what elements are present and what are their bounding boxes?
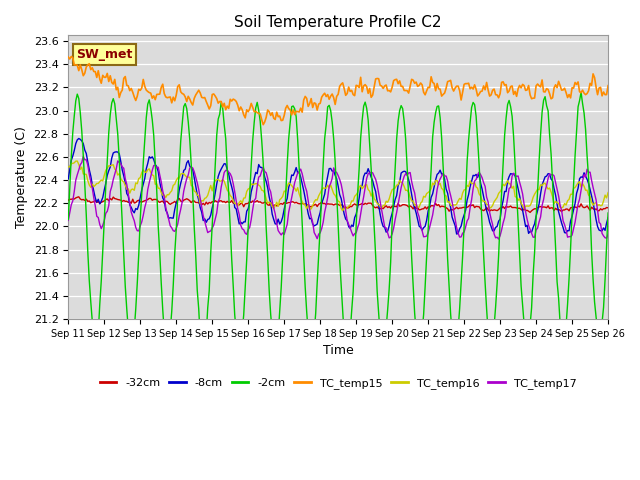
Legend: -32cm, -8cm, -2cm, TC_temp15, TC_temp16, TC_temp17: -32cm, -8cm, -2cm, TC_temp15, TC_temp16,… (95, 373, 581, 393)
Y-axis label: Temperature (C): Temperature (C) (15, 126, 28, 228)
Text: SW_met: SW_met (76, 48, 132, 61)
Title: Soil Temperature Profile C2: Soil Temperature Profile C2 (234, 15, 442, 30)
X-axis label: Time: Time (323, 344, 353, 357)
